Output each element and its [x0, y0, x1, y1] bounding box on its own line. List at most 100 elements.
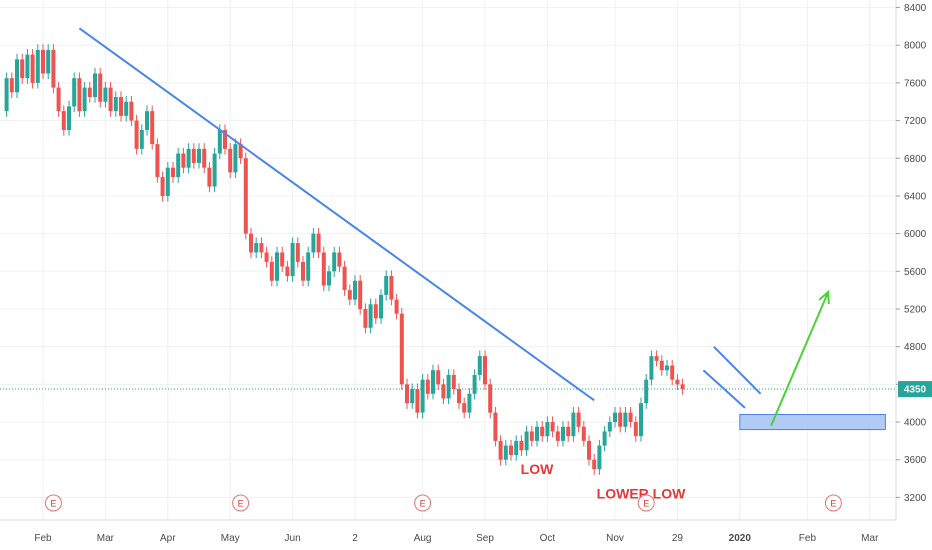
earnings-badge-circle	[824, 494, 842, 512]
candle	[72, 78, 77, 107]
earnings-badge-label: E	[830, 499, 836, 509]
current-price-box	[898, 381, 932, 398]
candle	[171, 167, 175, 178]
trendlines-layer[interactable]	[78, 27, 762, 409]
y-tick-label: 6000	[904, 229, 927, 240]
earnings-marker[interactable]: E	[637, 494, 655, 512]
candle	[223, 130, 227, 149]
candle	[389, 276, 394, 300]
candle	[561, 426, 565, 441]
target-arrow[interactable]	[770, 291, 830, 427]
earnings-marker[interactable]: E	[414, 494, 432, 512]
candle	[514, 440, 519, 455]
candle	[613, 412, 617, 423]
candle	[61, 111, 66, 130]
candle	[155, 144, 160, 178]
candle	[670, 365, 675, 380]
y-tick-label: 3200	[904, 493, 927, 504]
candle	[176, 153, 181, 178]
earnings-badge-label: E	[238, 499, 244, 509]
candle	[477, 356, 482, 375]
candle	[644, 379, 649, 404]
candle	[436, 370, 441, 385]
candle	[145, 111, 149, 130]
candle	[628, 412, 633, 423]
candle	[425, 379, 430, 394]
earnings-badge-label: E	[420, 499, 426, 509]
candle	[98, 73, 103, 102]
candle	[56, 87, 61, 112]
main-downtrend-line[interactable]	[78, 27, 595, 402]
candle	[306, 252, 311, 281]
candle	[259, 243, 264, 253]
candle	[410, 389, 415, 404]
candle	[254, 243, 259, 253]
candle	[540, 426, 545, 437]
x-axis: Feb Mar Apr May Jun 2 Aug Sep Oct Nov 29 2020 Feb Mar	[0, 519, 896, 544]
x-tick-label: Mar	[97, 533, 115, 544]
candle	[290, 243, 295, 277]
candle	[503, 445, 508, 460]
candle	[519, 440, 524, 451]
candle	[301, 261, 305, 281]
y-tick-label: 7600	[904, 78, 927, 89]
earnings-badge-label: E	[643, 499, 649, 509]
x-tick-label: 2020	[729, 533, 752, 544]
candle	[623, 412, 628, 427]
candle	[639, 403, 643, 437]
x-tick-label: Oct	[540, 533, 556, 544]
grid-lines	[0, 0, 896, 520]
y-tick-label: 6800	[904, 154, 927, 165]
candle	[207, 167, 212, 187]
candle	[269, 261, 274, 281]
candle	[212, 153, 217, 187]
candle	[337, 252, 342, 267]
candle	[415, 389, 420, 413]
target-arrow-head[interactable]	[818, 289, 830, 305]
candle	[633, 422, 638, 437]
earnings-badge-circle	[44, 494, 62, 512]
candle	[124, 101, 129, 116]
candle	[431, 370, 435, 394]
earnings-marker[interactable]: E	[232, 494, 250, 512]
candle	[249, 233, 253, 253]
channel-line[interactable]	[713, 345, 762, 395]
candle	[571, 412, 576, 437]
candle	[93, 73, 97, 98]
candle	[228, 148, 233, 173]
arrow-layer[interactable]	[770, 289, 830, 427]
candle	[659, 360, 664, 371]
candle	[457, 389, 461, 404]
candle	[399, 313, 404, 385]
candle	[654, 356, 659, 361]
candle	[41, 49, 45, 74]
earnings-marker[interactable]: E	[44, 494, 62, 512]
candle	[363, 308, 368, 328]
candle	[139, 130, 144, 149]
candle	[87, 87, 92, 98]
candle	[524, 431, 529, 451]
x-tick-label: Feb	[799, 533, 817, 544]
candle	[368, 304, 373, 328]
current-price-label: 4350	[904, 385, 927, 396]
candle	[576, 412, 581, 427]
candle	[602, 431, 607, 446]
candle	[347, 290, 352, 300]
candle	[51, 49, 56, 88]
candle	[597, 445, 602, 470]
earnings-badge-label: E	[50, 499, 56, 509]
y-tick-label: 8000	[904, 41, 927, 52]
candle	[46, 49, 51, 74]
candle	[509, 445, 513, 455]
candle	[113, 97, 118, 112]
candle	[529, 431, 534, 441]
y-tick-label: 4800	[904, 342, 927, 353]
channel-line[interactable]	[702, 369, 746, 409]
candle	[353, 280, 357, 300]
candle	[446, 374, 451, 399]
candle	[275, 252, 279, 281]
candle	[25, 54, 30, 79]
earnings-marker[interactable]: E	[824, 494, 842, 512]
